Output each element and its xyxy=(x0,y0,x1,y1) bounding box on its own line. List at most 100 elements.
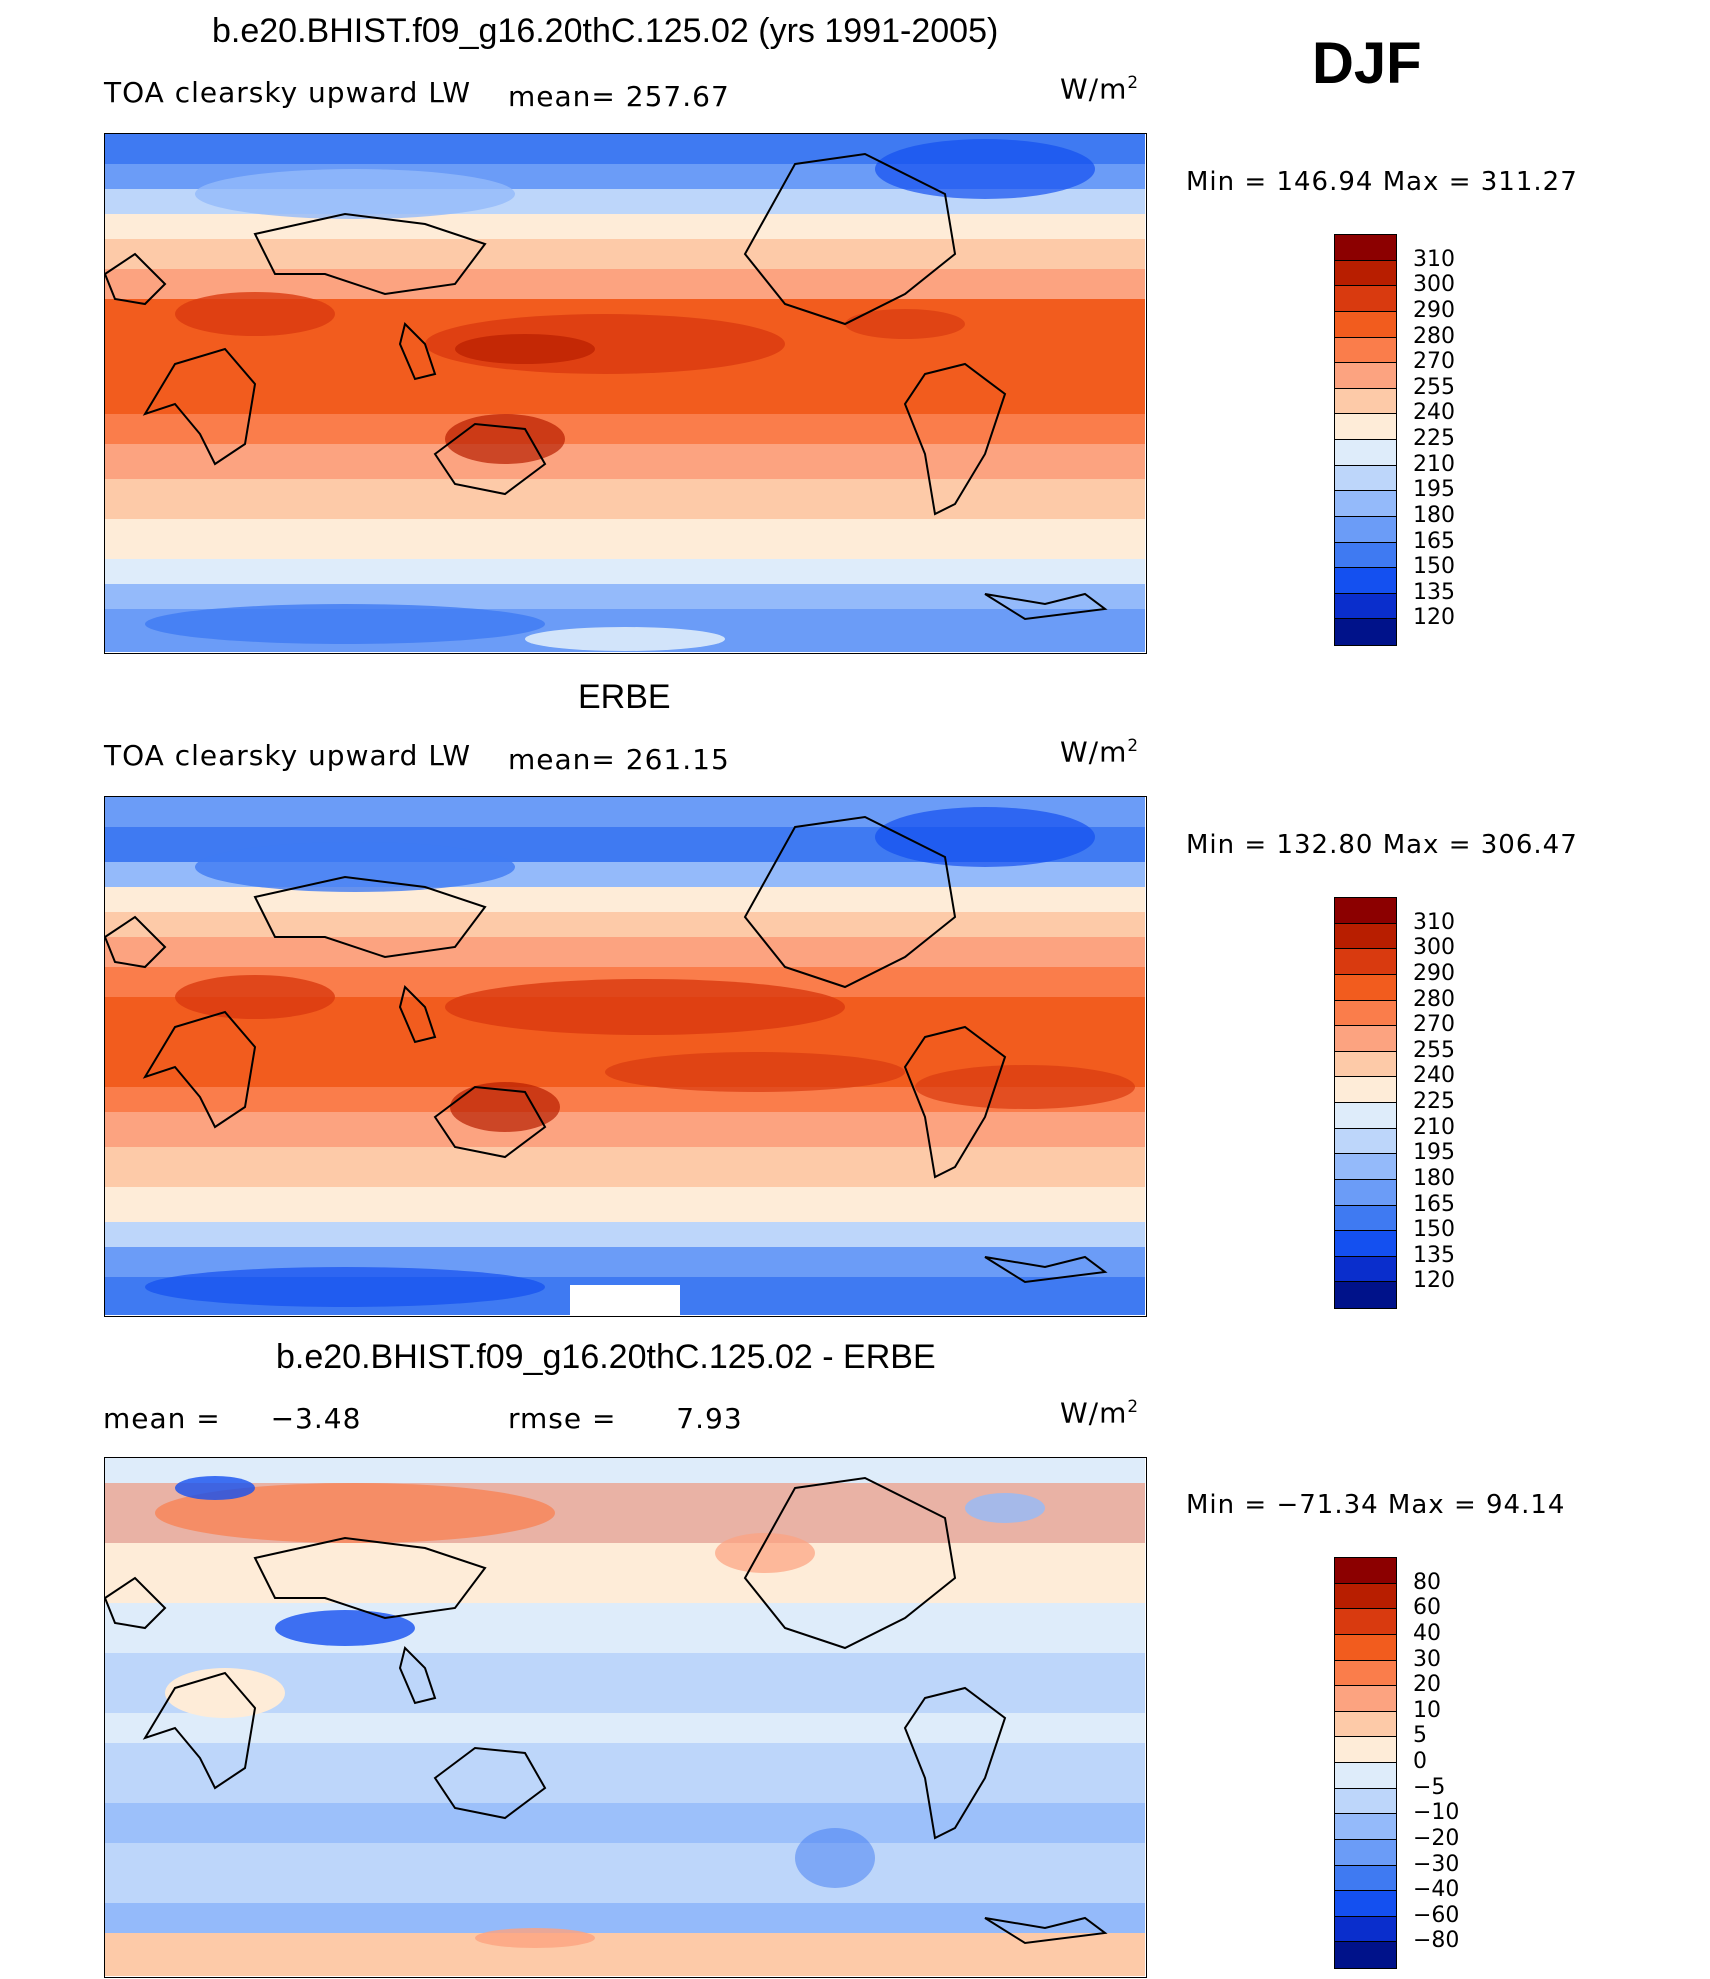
colorbar-segment xyxy=(1335,619,1396,645)
colorbar-segment xyxy=(1335,311,1396,338)
colorbar-tick-label: 5 xyxy=(1413,1723,1427,1749)
colorbar-tick-label: 240 xyxy=(1413,1063,1455,1089)
colorbar-segment xyxy=(1335,1128,1396,1155)
colorbar-segment xyxy=(1335,414,1396,440)
colorbar-tick-label: −60 xyxy=(1413,1902,1460,1928)
colorbar-tick-label: 270 xyxy=(1413,1012,1455,1038)
colorbar-tick-label: 270 xyxy=(1413,349,1455,375)
colorbar-segment xyxy=(1335,568,1396,594)
colorbar-segment xyxy=(1335,1634,1396,1661)
colorbar-tick-label: 255 xyxy=(1413,1037,1455,1063)
panel-1-map xyxy=(104,133,1147,654)
colorbar-segment xyxy=(1335,1609,1396,1635)
colorbar-segment xyxy=(1335,491,1396,517)
panel-2-mean-label: mean= xyxy=(508,743,616,776)
colorbar-tick-label: 30 xyxy=(1413,1646,1441,1672)
panel-1-units: W/m2 xyxy=(1060,72,1140,106)
panel-2-mean-value: 261.15 xyxy=(625,743,730,776)
panel-1-variable: TOA clearsky upward LW xyxy=(104,76,472,109)
colorbar-tick-label: 0 xyxy=(1413,1749,1427,1774)
colorbar-segment xyxy=(1335,1891,1396,1917)
colorbar-tick-label: 135 xyxy=(1413,579,1455,605)
colorbar-segment xyxy=(1335,1942,1396,1968)
colorbar-tick-label: −80 xyxy=(1413,1928,1460,1954)
panel-1-title: b.e20.BHIST.f09_g16.20thC.125.02 (yrs 19… xyxy=(212,12,999,50)
colorbar-segment xyxy=(1335,1558,1396,1584)
colorbar-segment xyxy=(1335,923,1396,950)
colorbar-segment xyxy=(1335,1916,1396,1943)
colorbar-segment xyxy=(1335,440,1396,466)
colorbar-segment xyxy=(1335,1205,1396,1232)
colorbar-tick-label: 225 xyxy=(1413,1089,1455,1114)
panel-1-colorbar xyxy=(1334,234,1397,646)
panel-3-mean-value: −3.48 xyxy=(270,1402,362,1435)
colorbar-tick-label: 165 xyxy=(1413,1191,1455,1217)
panel-1-mean-label: mean= xyxy=(508,80,616,113)
colorbar-tick-label: 300 xyxy=(1413,272,1455,298)
colorbar-tick-label: 150 xyxy=(1413,1217,1455,1243)
colorbar-segment xyxy=(1335,1660,1396,1687)
colorbar-segment xyxy=(1335,593,1396,620)
colorbar-tick-label: 310 xyxy=(1413,909,1455,935)
panel-2-colorbar xyxy=(1334,897,1397,1309)
colorbar-tick-label: 195 xyxy=(1413,1140,1455,1166)
colorbar-segment xyxy=(1335,542,1396,569)
colorbar-tick-label: 135 xyxy=(1413,1242,1455,1268)
colorbar-tick-label: 280 xyxy=(1413,323,1455,349)
colorbar-segment xyxy=(1335,388,1396,415)
panel-3-title: b.e20.BHIST.f09_g16.20thC.125.02 - ERBE xyxy=(276,1338,936,1376)
panel-2-variable: TOA clearsky upward LW xyxy=(104,739,472,772)
colorbar-tick-label: 240 xyxy=(1413,400,1455,426)
colorbar-segment xyxy=(1335,260,1396,287)
panel-3-mean: mean = −3.48 xyxy=(103,1402,361,1435)
colorbar-tick-label: 40 xyxy=(1413,1620,1441,1646)
panel-1-mean: mean= 257.67 xyxy=(508,80,730,113)
colorbar-segment xyxy=(1335,1256,1396,1283)
colorbar-segment xyxy=(1335,1763,1396,1789)
colorbar-segment xyxy=(1335,286,1396,312)
colorbar-tick-label: 195 xyxy=(1413,477,1455,503)
colorbar-tick-label: 120 xyxy=(1413,1268,1455,1294)
colorbar-tick-label: 165 xyxy=(1413,528,1455,554)
colorbar-segment xyxy=(1335,949,1396,975)
colorbar-tick-label: 300 xyxy=(1413,935,1455,961)
panel-3-units: W/m2 xyxy=(1060,1396,1140,1430)
colorbar-segment xyxy=(1335,1077,1396,1103)
colorbar-tick-label: 255 xyxy=(1413,374,1455,400)
panel-1-map-graphic xyxy=(105,134,1145,652)
colorbar-tick-label: 20 xyxy=(1413,1672,1441,1698)
colorbar-tick-label: 120 xyxy=(1413,605,1455,631)
colorbar-segment xyxy=(1335,337,1396,364)
colorbar-segment xyxy=(1335,235,1396,261)
panel-3-rmse-label: rmse = xyxy=(508,1402,617,1435)
colorbar-tick-label: −20 xyxy=(1413,1825,1460,1851)
panel-3-rmse-value: 7.93 xyxy=(676,1402,743,1435)
colorbar-segment xyxy=(1335,465,1396,492)
colorbar-segment xyxy=(1335,1865,1396,1892)
panel-3-map xyxy=(104,1457,1147,1978)
colorbar-tick-label: 280 xyxy=(1413,986,1455,1012)
colorbar-tick-label: 210 xyxy=(1413,1114,1455,1140)
panel-2-mean: mean= 261.15 xyxy=(508,743,730,776)
colorbar-segment xyxy=(1335,974,1396,1001)
colorbar-tick-label: 310 xyxy=(1413,246,1455,272)
colorbar-tick-label: 180 xyxy=(1413,502,1455,528)
colorbar-tick-label: 150 xyxy=(1413,554,1455,580)
panel-2-map-graphic xyxy=(105,797,1145,1315)
colorbar-segment xyxy=(1335,1154,1396,1180)
colorbar-tick-label: 210 xyxy=(1413,451,1455,477)
colorbar-segment xyxy=(1335,1814,1396,1840)
colorbar-segment xyxy=(1335,1839,1396,1866)
panel-2-title: ERBE xyxy=(578,678,671,716)
panel-1-minmax: Min = 146.94 Max = 311.27 xyxy=(1186,167,1578,197)
colorbar-tick-label: 290 xyxy=(1413,960,1455,986)
colorbar-segment xyxy=(1335,1711,1396,1738)
colorbar-tick-label: 60 xyxy=(1413,1595,1441,1621)
panel-2-units: W/m2 xyxy=(1060,735,1140,769)
colorbar-segment xyxy=(1335,1103,1396,1129)
panel-3-rmse: rmse = 7.93 xyxy=(508,1402,743,1435)
colorbar-tick-label: 10 xyxy=(1413,1697,1441,1723)
colorbar-tick-label: 80 xyxy=(1413,1569,1441,1595)
panel-2-map xyxy=(104,796,1147,1317)
colorbar-segment xyxy=(1335,1686,1396,1712)
